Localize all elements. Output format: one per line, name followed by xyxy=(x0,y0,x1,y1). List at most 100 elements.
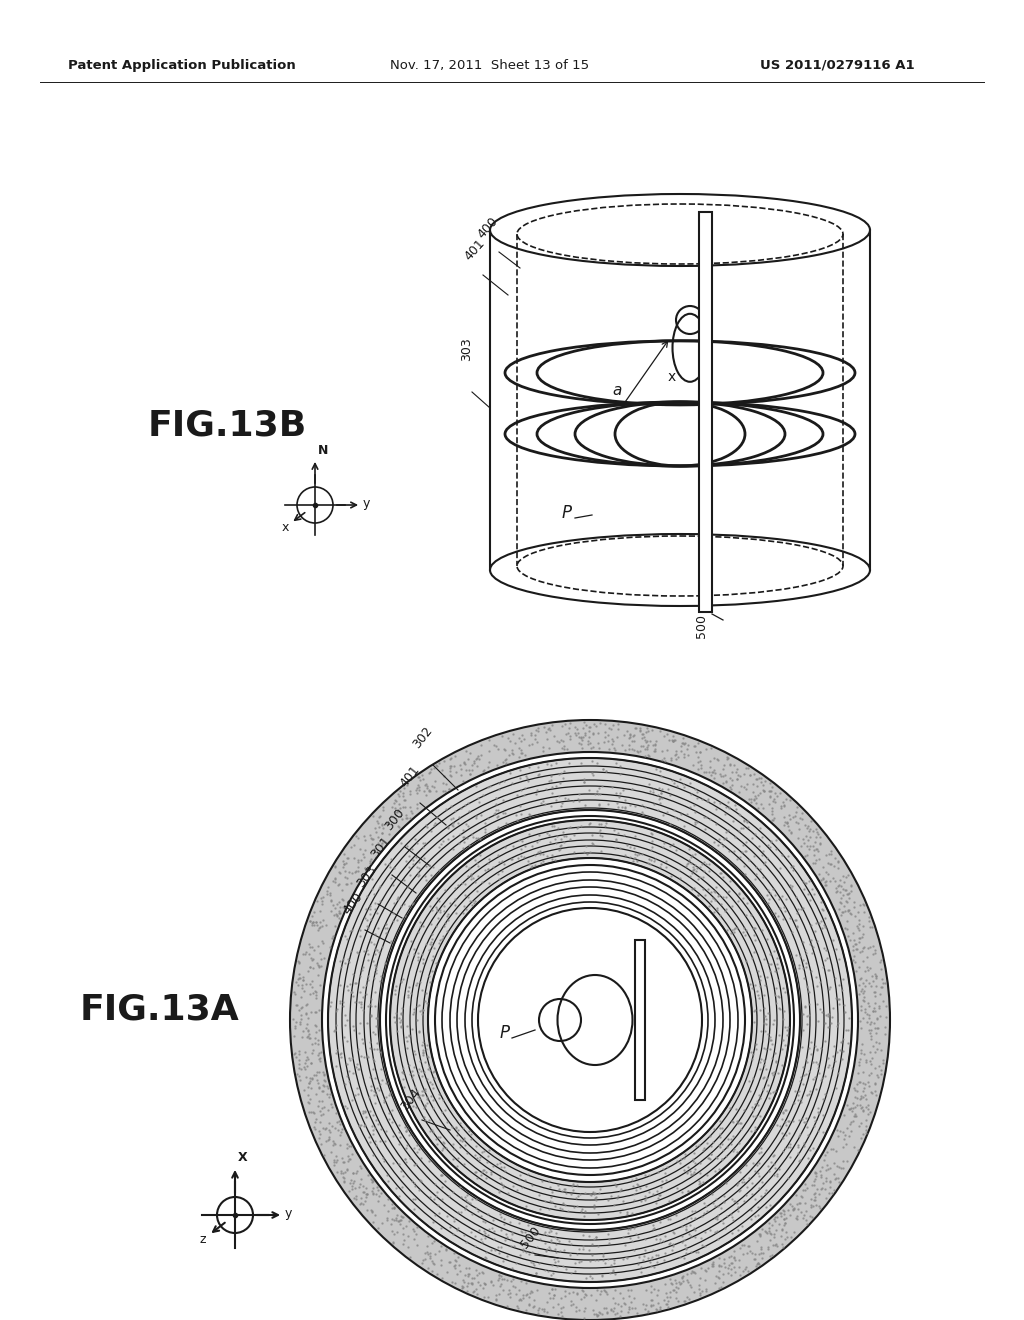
Point xyxy=(578,1183,594,1204)
Point xyxy=(450,1263,466,1284)
Point xyxy=(736,763,753,784)
Point xyxy=(409,857,425,878)
Point xyxy=(301,1073,317,1094)
Point xyxy=(432,902,449,923)
Point xyxy=(309,1030,326,1051)
Point xyxy=(458,855,474,876)
Point xyxy=(406,1229,422,1250)
Point xyxy=(802,1080,818,1101)
Point xyxy=(648,1193,665,1214)
Point xyxy=(847,1080,863,1101)
Point xyxy=(812,833,828,854)
Point xyxy=(547,849,563,870)
Point xyxy=(731,1257,748,1278)
Point xyxy=(871,995,888,1016)
Point xyxy=(332,1114,348,1135)
Point xyxy=(427,1205,443,1226)
Point xyxy=(791,1084,807,1105)
Point xyxy=(390,888,407,909)
Point xyxy=(557,1179,573,1200)
Point xyxy=(505,1175,521,1196)
Point xyxy=(504,772,520,793)
Point xyxy=(319,1100,336,1121)
Point xyxy=(872,949,889,970)
Point xyxy=(835,1151,851,1172)
Point xyxy=(550,1230,566,1251)
Point xyxy=(677,1291,693,1312)
Point xyxy=(777,1229,794,1250)
Point xyxy=(797,814,813,836)
Point xyxy=(718,821,734,842)
Point xyxy=(775,814,792,836)
Point xyxy=(373,1059,389,1080)
Point xyxy=(469,755,485,776)
Point xyxy=(654,788,671,809)
Point xyxy=(434,1102,451,1123)
Point xyxy=(697,807,714,828)
Point xyxy=(298,1003,314,1024)
Point xyxy=(416,847,432,869)
Point xyxy=(741,1071,758,1092)
Point xyxy=(430,1088,446,1109)
Point xyxy=(471,1220,487,1241)
Point xyxy=(312,974,329,995)
Point xyxy=(603,1300,620,1320)
Point xyxy=(680,851,696,873)
Point xyxy=(712,1137,728,1158)
Point xyxy=(678,855,694,876)
Point xyxy=(799,845,815,866)
Point xyxy=(390,799,407,820)
Point xyxy=(858,970,874,991)
Point xyxy=(461,759,477,780)
Point xyxy=(417,1078,433,1100)
Point xyxy=(748,792,764,813)
Point xyxy=(817,1144,834,1166)
Point xyxy=(849,1088,865,1109)
Point xyxy=(409,1234,425,1255)
Point xyxy=(390,785,407,807)
Point xyxy=(343,1177,359,1199)
Point xyxy=(712,1118,728,1139)
Point xyxy=(855,916,871,937)
Point xyxy=(856,1077,872,1098)
Point xyxy=(762,836,778,857)
Point xyxy=(760,1236,776,1257)
Point xyxy=(480,807,497,828)
Point xyxy=(668,1272,684,1294)
Point xyxy=(529,717,546,738)
Point xyxy=(660,730,677,751)
Point xyxy=(584,1245,600,1266)
Point xyxy=(611,755,628,776)
Point xyxy=(530,764,547,785)
Point xyxy=(398,1119,415,1140)
Point xyxy=(333,1043,349,1064)
Point xyxy=(840,883,856,904)
Point xyxy=(737,950,754,972)
Point xyxy=(300,1049,316,1071)
Point xyxy=(459,828,475,849)
Point xyxy=(637,738,653,759)
Point xyxy=(839,911,855,932)
Point xyxy=(437,1238,454,1259)
Point xyxy=(626,1184,642,1205)
Point xyxy=(758,1014,774,1035)
Point xyxy=(462,743,478,764)
Point xyxy=(304,912,321,933)
Point xyxy=(736,917,753,939)
Point xyxy=(441,1251,458,1272)
Point xyxy=(635,804,651,825)
Point xyxy=(431,836,447,857)
Point xyxy=(637,1164,653,1185)
Point xyxy=(845,1110,861,1131)
Point xyxy=(430,1084,446,1105)
Point xyxy=(872,1063,889,1084)
Point xyxy=(580,730,596,751)
Point xyxy=(829,850,846,871)
Point xyxy=(790,828,806,849)
Point xyxy=(629,741,645,762)
Point xyxy=(662,1234,678,1255)
Point xyxy=(681,1288,697,1309)
Point xyxy=(735,888,752,909)
Point xyxy=(421,780,437,801)
Point xyxy=(774,1123,791,1144)
